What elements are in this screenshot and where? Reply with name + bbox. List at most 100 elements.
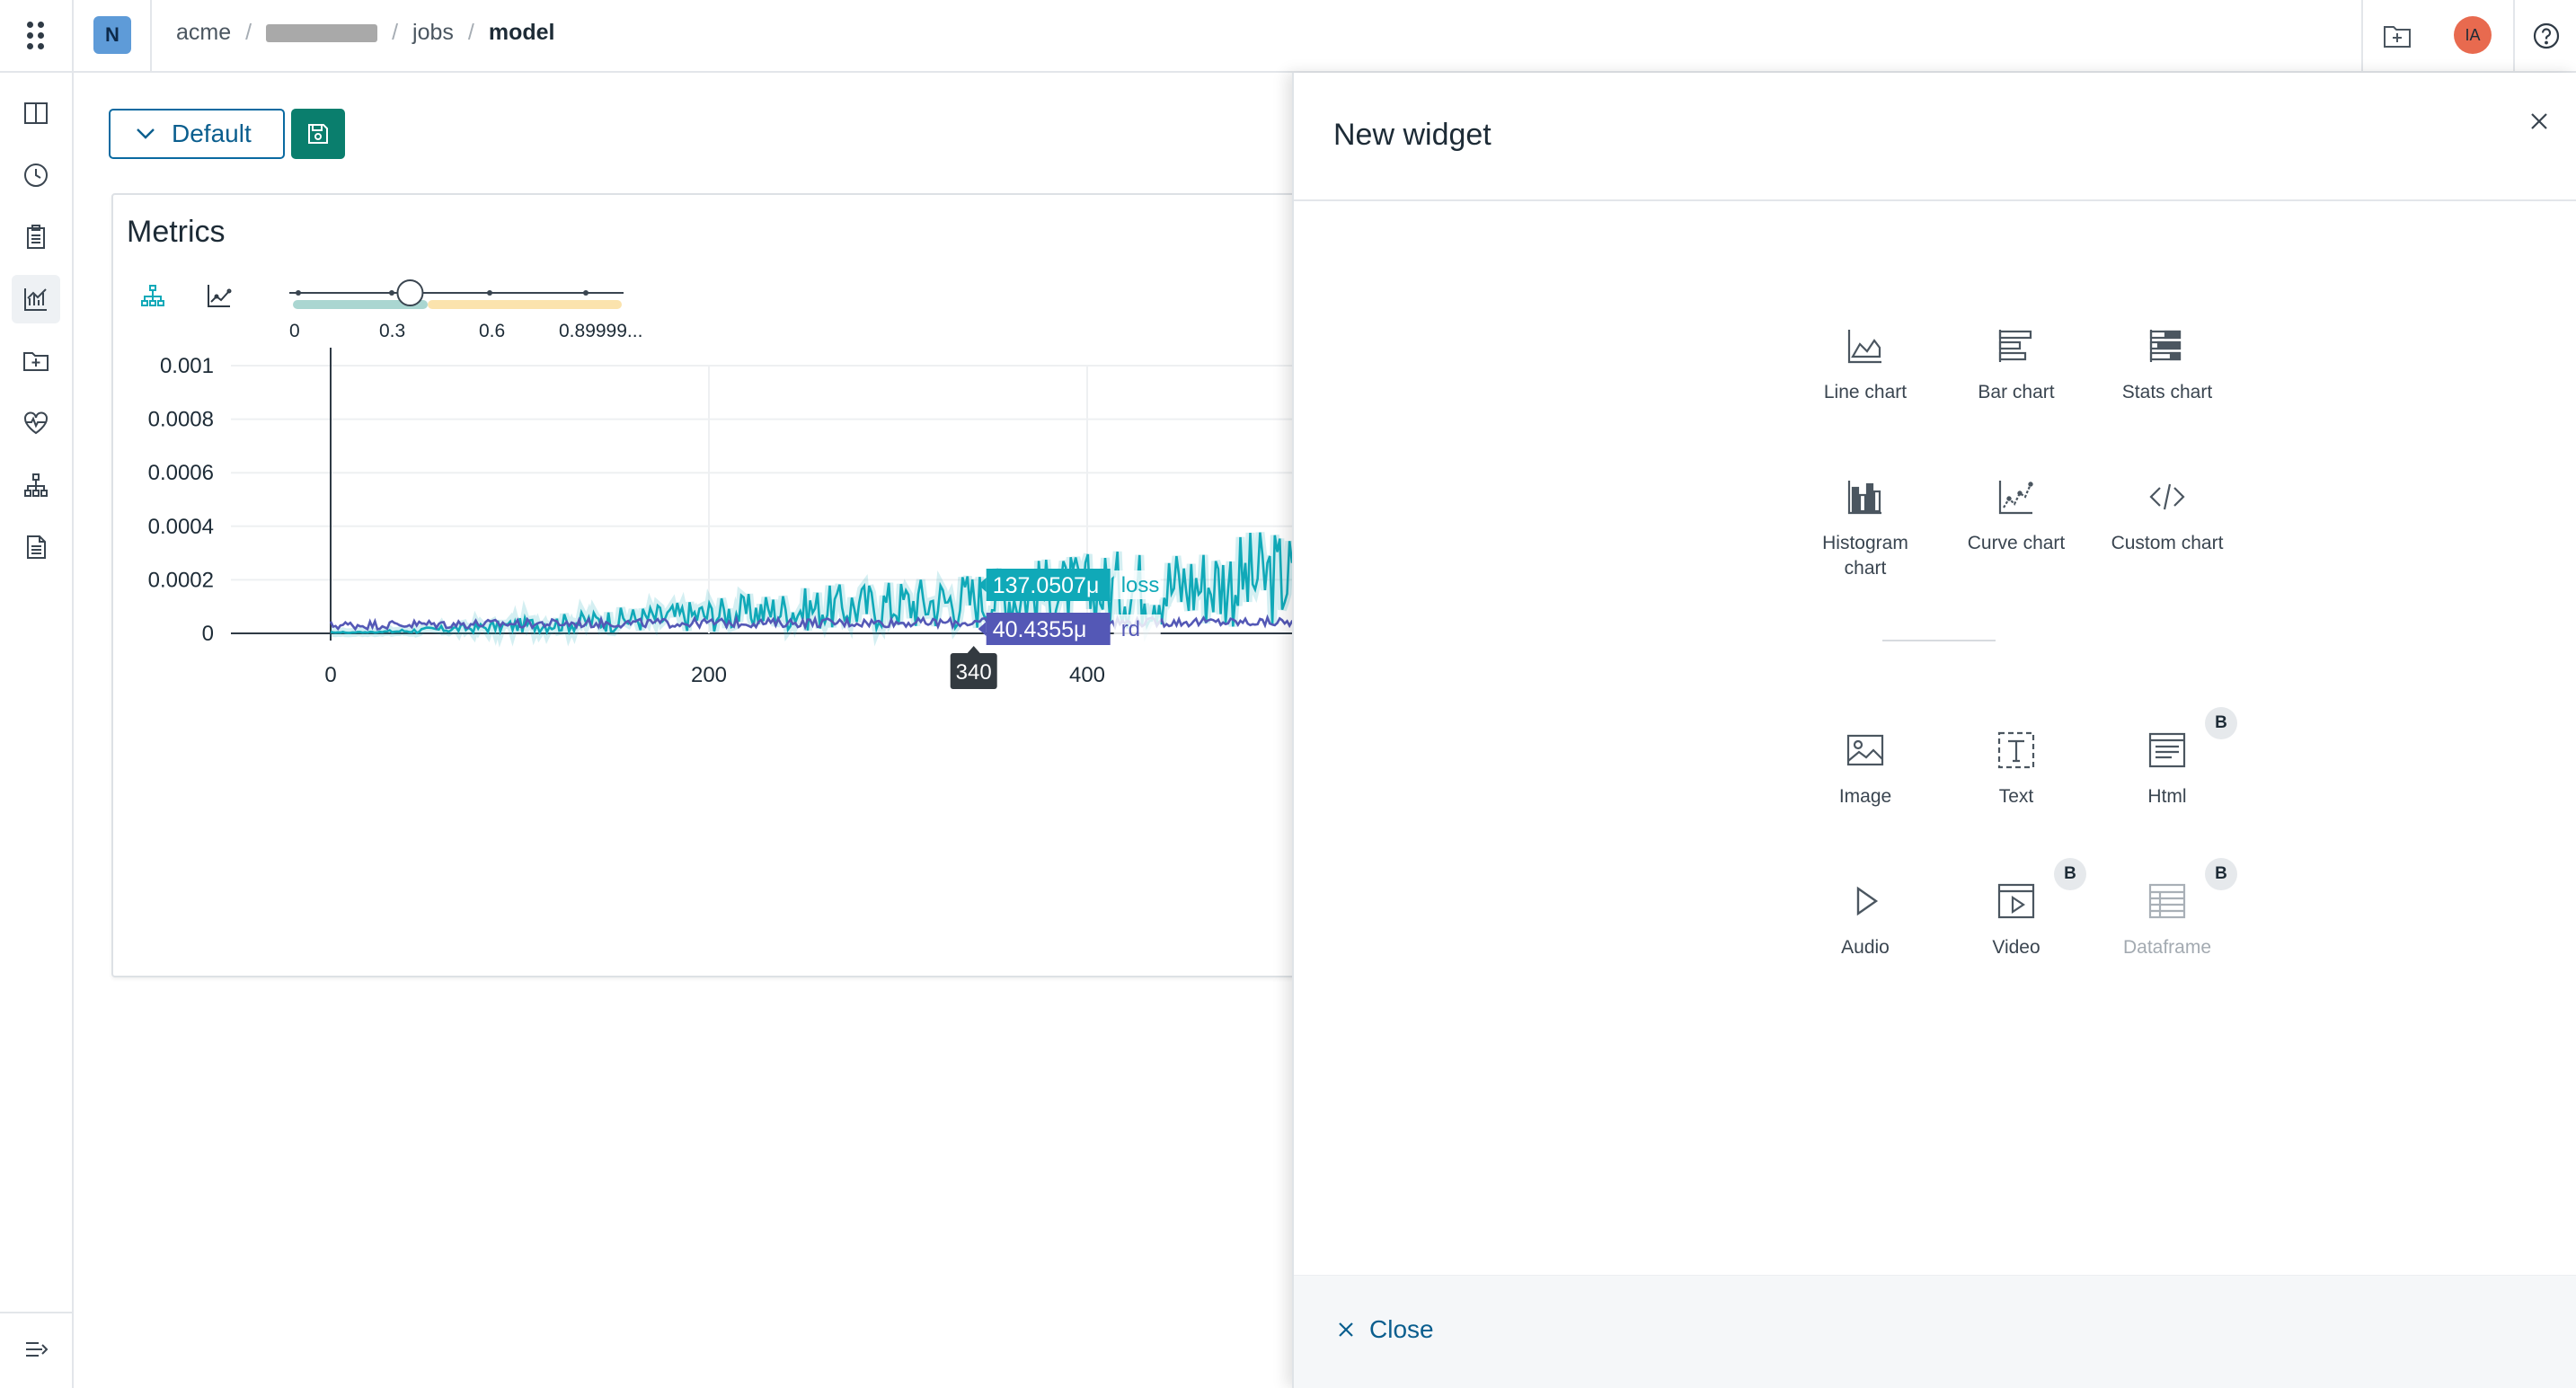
- line-chart-icon: [1844, 324, 1887, 367]
- widget-label: Custom chart: [2111, 533, 2224, 553]
- drawer-divider: [1294, 199, 2576, 201]
- close-icon: [1339, 1322, 1353, 1337]
- clipboard-icon[interactable]: [12, 213, 60, 261]
- widget-label: Dataframe: [2122, 937, 2212, 958]
- widget-histogram-chart[interactable]: Histogram chart: [1790, 475, 1941, 581]
- workspace-initial: N: [105, 23, 120, 46]
- curve-chart-icon: [1995, 475, 2038, 518]
- panel-title: Metrics: [127, 215, 226, 249]
- folder-add-icon[interactable]: [12, 337, 60, 385]
- widget-text[interactable]: Text: [1941, 729, 2092, 809]
- chart-icon[interactable]: [12, 275, 60, 323]
- left-nav: [0, 73, 74, 1388]
- apps-menu-icon[interactable]: [23, 18, 50, 54]
- hover-value-label: 40.4355μ: [993, 617, 1087, 642]
- y-tick-label: 0.0002: [148, 568, 214, 592]
- y-tick-label: 0.0008: [148, 408, 214, 432]
- widget-html[interactable]: Html: [2092, 729, 2243, 809]
- user-avatar[interactable]: IA: [2454, 16, 2492, 54]
- widget-dataframe: Dataframe: [2092, 880, 2243, 960]
- metrics-panel: Metrics 0 0.3 0.6 0.89999... 0 0.0002 0.00…: [111, 193, 1351, 977]
- dataframe-icon: [2146, 880, 2189, 923]
- top-bar: N acme / / jobs / model IA: [0, 0, 2576, 73]
- close-button-label: Close: [1369, 1315, 1434, 1343]
- widget-line-chart[interactable]: Line chart: [1790, 324, 1941, 405]
- help-icon[interactable]: [2527, 16, 2566, 56]
- html-icon: [2146, 729, 2189, 772]
- widget-label: Curve chart: [1967, 533, 2066, 553]
- widget-label: Audio: [1841, 937, 1890, 958]
- hierarchy-icon[interactable]: [133, 276, 173, 315]
- widget-label: Text: [1998, 786, 2034, 807]
- hover-value-label: 137.0507μ: [993, 573, 1100, 598]
- hover-x-label: 340: [956, 660, 992, 685]
- y-tick-label: 0.001: [160, 354, 214, 378]
- widget-label: Stats chart: [2121, 382, 2213, 402]
- hover-name-bg: [1113, 570, 1161, 599]
- breadcrumb-separator: /: [467, 20, 474, 45]
- new-widget-drawer: New widget Line chart Bar chart Stats ch…: [1292, 73, 2576, 1388]
- x-tick-label: 400: [1069, 663, 1105, 687]
- hover-value-pointer: [978, 578, 987, 592]
- hierarchy-icon[interactable]: [12, 461, 60, 509]
- slider-label: 0.6: [479, 321, 506, 341]
- image-icon: [1844, 729, 1887, 772]
- expand-menu-icon[interactable]: [12, 1325, 60, 1374]
- widget-label: Video: [1992, 937, 2040, 958]
- topbar-divider: [2513, 0, 2515, 72]
- breadcrumb-separator: /: [392, 20, 399, 45]
- play-icon: [1844, 880, 1887, 923]
- hover-value-box: [986, 613, 1111, 645]
- document-icon[interactable]: [12, 523, 60, 571]
- hover-value-box: [986, 569, 1111, 601]
- nav-divider: [0, 1312, 72, 1313]
- widget-bar-chart[interactable]: Bar chart: [1941, 324, 2092, 405]
- metrics-chart[interactable]: 0 0.0002 0.0004 0.0006 0.0008 0.001 0 200 400 340…: [113, 348, 1351, 977]
- widget-curve-chart[interactable]: Curve chart: [1941, 475, 2092, 556]
- y-tick-label: 0.0004: [148, 515, 214, 539]
- save-button[interactable]: [291, 109, 345, 159]
- widget-custom-chart[interactable]: Custom chart: [2092, 475, 2243, 556]
- hover-series-name: rd: [1121, 617, 1140, 641]
- history-icon[interactable]: [12, 151, 60, 199]
- beta-badge: B: [2205, 707, 2237, 739]
- save-icon: [308, 124, 328, 144]
- close-icon[interactable]: [2521, 103, 2557, 139]
- smoothing-slider[interactable]: 0 0.3 0.6 0.89999...: [289, 269, 642, 341]
- hover-name-bg: [1113, 614, 1161, 643]
- breadcrumb-item-jobs[interactable]: jobs: [412, 20, 454, 45]
- heartbeat-icon[interactable]: [12, 399, 60, 447]
- widget-label: Bar chart: [1978, 382, 2055, 402]
- workspace-badge[interactable]: N: [93, 16, 131, 54]
- drawer-footer: Close: [1294, 1275, 2576, 1388]
- user-initials: IA: [2465, 25, 2481, 44]
- y-tick-label: 0.0006: [148, 461, 214, 485]
- widget-video[interactable]: Video: [1941, 880, 2092, 960]
- breadcrumb-separator: /: [245, 20, 252, 45]
- chevron-down-icon: [137, 128, 155, 139]
- layout-icon[interactable]: [12, 89, 60, 137]
- view-selector-button[interactable]: Default: [109, 109, 285, 159]
- hover-value-pointer: [978, 622, 987, 636]
- widget-group-divider: [1882, 640, 1996, 641]
- breadcrumb-item-org[interactable]: acme: [176, 20, 232, 45]
- text-icon: [1995, 729, 2038, 772]
- beta-badge: B: [2205, 858, 2237, 890]
- code-icon: [2146, 475, 2189, 518]
- widget-image[interactable]: Image: [1790, 729, 1941, 809]
- smoothing-chart-icon[interactable]: [199, 276, 239, 315]
- breadcrumb-item-redacted[interactable]: [266, 23, 378, 42]
- hover-x-marker: [950, 653, 997, 689]
- folder-add-icon[interactable]: [2377, 16, 2417, 56]
- widget-audio[interactable]: Audio: [1790, 880, 1941, 960]
- hover-x-marker-arrow: [967, 646, 980, 653]
- slider-label: 0.3: [379, 321, 406, 341]
- smoothing-slider-track: [289, 279, 624, 309]
- topbar-divider: [150, 0, 152, 72]
- stats-chart-icon: [2146, 324, 2189, 367]
- topbar-divider: [2361, 0, 2363, 72]
- breadcrumb-item-current: model: [488, 20, 555, 45]
- hover-series-name: loss: [1121, 573, 1160, 597]
- widget-stats-chart[interactable]: Stats chart: [2092, 324, 2243, 405]
- close-button[interactable]: Close: [1337, 1315, 1434, 1344]
